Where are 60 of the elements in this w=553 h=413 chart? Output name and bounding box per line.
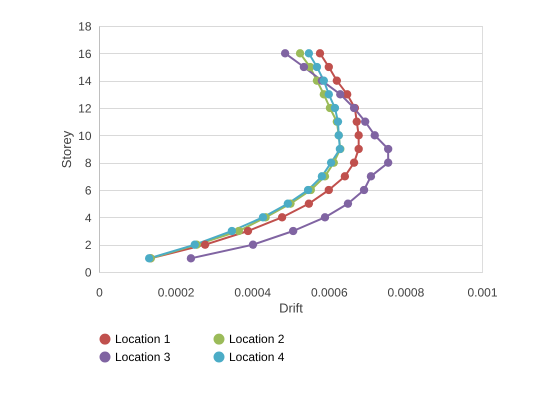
x-tick-label: 0.0004 (234, 286, 272, 300)
legend-label: Location 3 (115, 350, 171, 364)
point (324, 90, 333, 99)
y-tick-label: 8 (84, 156, 92, 170)
point (350, 158, 358, 167)
point (289, 226, 298, 236)
point (186, 254, 196, 263)
point (366, 172, 376, 181)
point (284, 199, 292, 208)
y-tick-label: 0 (84, 266, 92, 280)
point (304, 199, 314, 208)
y-tick-label: 6 (84, 184, 92, 198)
x-tick-label: 0.0006 (310, 286, 348, 300)
point (248, 240, 258, 249)
x-tick-label: 0.0008 (388, 286, 425, 300)
point (320, 213, 330, 222)
y-tick-label: 14 (78, 74, 92, 88)
point (304, 49, 314, 58)
point (384, 158, 392, 167)
x-tick-label: 0 (96, 286, 104, 300)
point (361, 117, 370, 126)
point (228, 226, 236, 236)
point (360, 186, 368, 194)
y-tick-label: 2 (84, 238, 92, 252)
point (340, 172, 350, 181)
y-tick-label: 12 (78, 102, 92, 116)
y-tick-label: 16 (78, 46, 92, 61)
point (280, 49, 290, 58)
point (352, 117, 361, 126)
point (312, 62, 322, 72)
y-tick-label: 18 (78, 20, 92, 34)
legend-label: Location 1 (115, 332, 171, 346)
point (336, 90, 344, 99)
point (330, 104, 340, 112)
legend-label: Location 2 (229, 332, 285, 346)
x-tick-label: 0.001 (467, 286, 498, 300)
point (200, 240, 210, 249)
x-axis-title: Drift (279, 300, 304, 316)
point (258, 213, 268, 222)
point (326, 158, 336, 167)
point (354, 144, 363, 154)
point (344, 199, 352, 208)
point (300, 62, 308, 72)
point (332, 76, 342, 85)
point (354, 131, 363, 140)
point (278, 213, 286, 222)
point (324, 186, 333, 194)
point (370, 131, 379, 140)
y-tick-label: 4 (84, 210, 92, 225)
y-tick-label: 10 (78, 128, 92, 143)
point (384, 144, 392, 154)
point (324, 62, 333, 72)
point (296, 49, 304, 58)
x-tick-label: 0.0002 (158, 286, 195, 300)
legend-label: Location 4 (229, 350, 285, 364)
point (244, 226, 252, 236)
point (304, 186, 312, 194)
point (318, 172, 326, 181)
point (316, 49, 324, 58)
y-axis-title: Storey (59, 130, 74, 168)
